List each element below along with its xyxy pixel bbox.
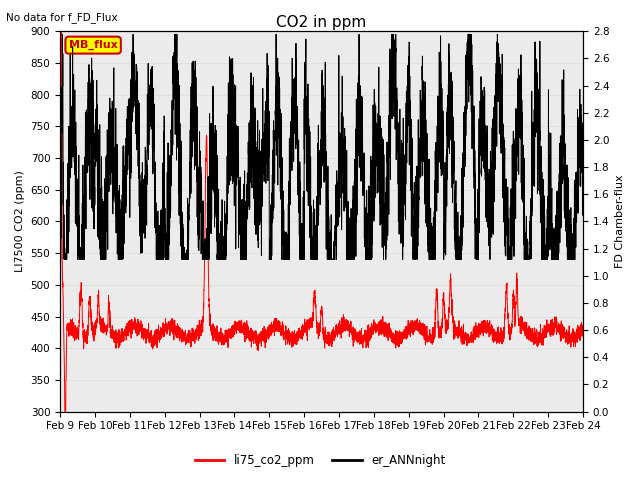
Legend: li75_co2_ppm, er_ANNnight: li75_co2_ppm, er_ANNnight (190, 449, 450, 472)
Text: No data for f_FD_Flux: No data for f_FD_Flux (6, 12, 118, 23)
Y-axis label: FD Chamber-flux: FD Chamber-flux (615, 175, 625, 268)
Y-axis label: LI7500 CO2 (ppm): LI7500 CO2 (ppm) (15, 170, 25, 272)
Title: CO2 in ppm: CO2 in ppm (276, 15, 367, 30)
Text: MB_flux: MB_flux (68, 40, 118, 50)
